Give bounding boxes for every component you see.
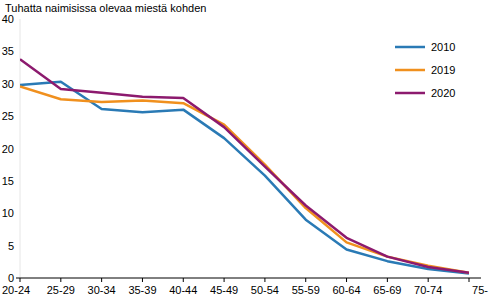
y-tick	[16, 51, 19, 52]
x-tick	[305, 278, 306, 282]
x-tick	[264, 278, 265, 282]
legend-label: 2010	[431, 41, 455, 53]
legend-label: 2019	[431, 64, 455, 76]
y-tick	[16, 83, 19, 84]
y-tick-label: 30	[2, 78, 14, 90]
x-tick	[428, 278, 429, 282]
x-tick-label: 20-24	[2, 284, 30, 296]
x-tick	[469, 278, 470, 282]
y-tick-label: 25	[2, 110, 14, 122]
legend-swatch	[395, 46, 425, 49]
y-tick-label: 5	[8, 240, 14, 252]
y-axis-line	[20, 19, 21, 278]
y-tick-label: 15	[2, 175, 14, 187]
x-axis-line	[16, 278, 481, 279]
x-tick-label: 45-49	[210, 284, 238, 296]
x-tick-label: 65-69	[373, 284, 401, 296]
legend-swatch	[395, 92, 425, 95]
y-axis-title: Tuhatta naimisissa olevaa miestä kohden	[5, 2, 206, 14]
y-tick-label: 10	[2, 207, 14, 219]
y-tick	[16, 245, 19, 246]
x-tick-label: 30-34	[88, 284, 116, 296]
y-tick	[16, 148, 19, 149]
x-tick	[60, 278, 61, 282]
chart: Tuhatta naimisissa olevaa miestä kohden 0…	[0, 0, 491, 303]
series-line	[20, 82, 469, 274]
x-tick-label: 35-39	[128, 284, 156, 296]
series-line	[20, 59, 469, 273]
plot-area	[20, 59, 469, 273]
x-tick-label: 75-	[472, 284, 488, 296]
x-tick-label: 70-74	[414, 284, 442, 296]
legend-label: 2020	[431, 87, 455, 99]
x-tick-label: 60-64	[332, 284, 360, 296]
x-tick	[101, 278, 102, 282]
x-tick-label: 25-29	[47, 284, 75, 296]
legend-swatch	[395, 69, 425, 72]
x-tick	[183, 278, 184, 282]
x-tick-label: 50-54	[251, 284, 279, 296]
x-tick	[346, 278, 347, 282]
y-tick-label: 40	[2, 13, 14, 25]
x-tick-label: 55-59	[292, 284, 320, 296]
x-tick	[224, 278, 225, 282]
x-tick	[142, 278, 143, 282]
series-line	[20, 86, 469, 272]
y-tick-label: 0	[8, 272, 14, 284]
y-tick	[16, 19, 19, 20]
y-tick	[16, 213, 19, 214]
y-tick-label: 35	[2, 45, 14, 57]
y-tick	[16, 116, 19, 117]
y-tick	[16, 180, 19, 181]
x-tick-label: 40-44	[169, 284, 197, 296]
y-tick-label: 20	[2, 143, 14, 155]
x-tick	[20, 278, 21, 282]
x-tick	[387, 278, 388, 282]
